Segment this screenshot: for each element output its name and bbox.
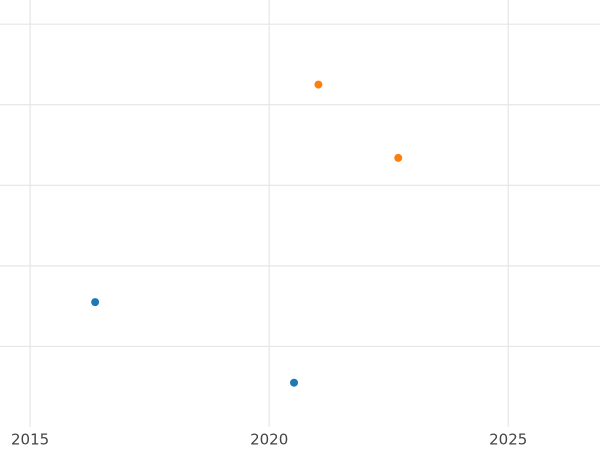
point: [91, 298, 100, 307]
x-tick-label: 2025: [489, 431, 527, 449]
x-tick-label: 2015: [11, 431, 49, 449]
point: [314, 80, 323, 89]
x-tick-label: 2020: [250, 431, 288, 449]
point: [290, 378, 299, 387]
point: [394, 153, 403, 162]
